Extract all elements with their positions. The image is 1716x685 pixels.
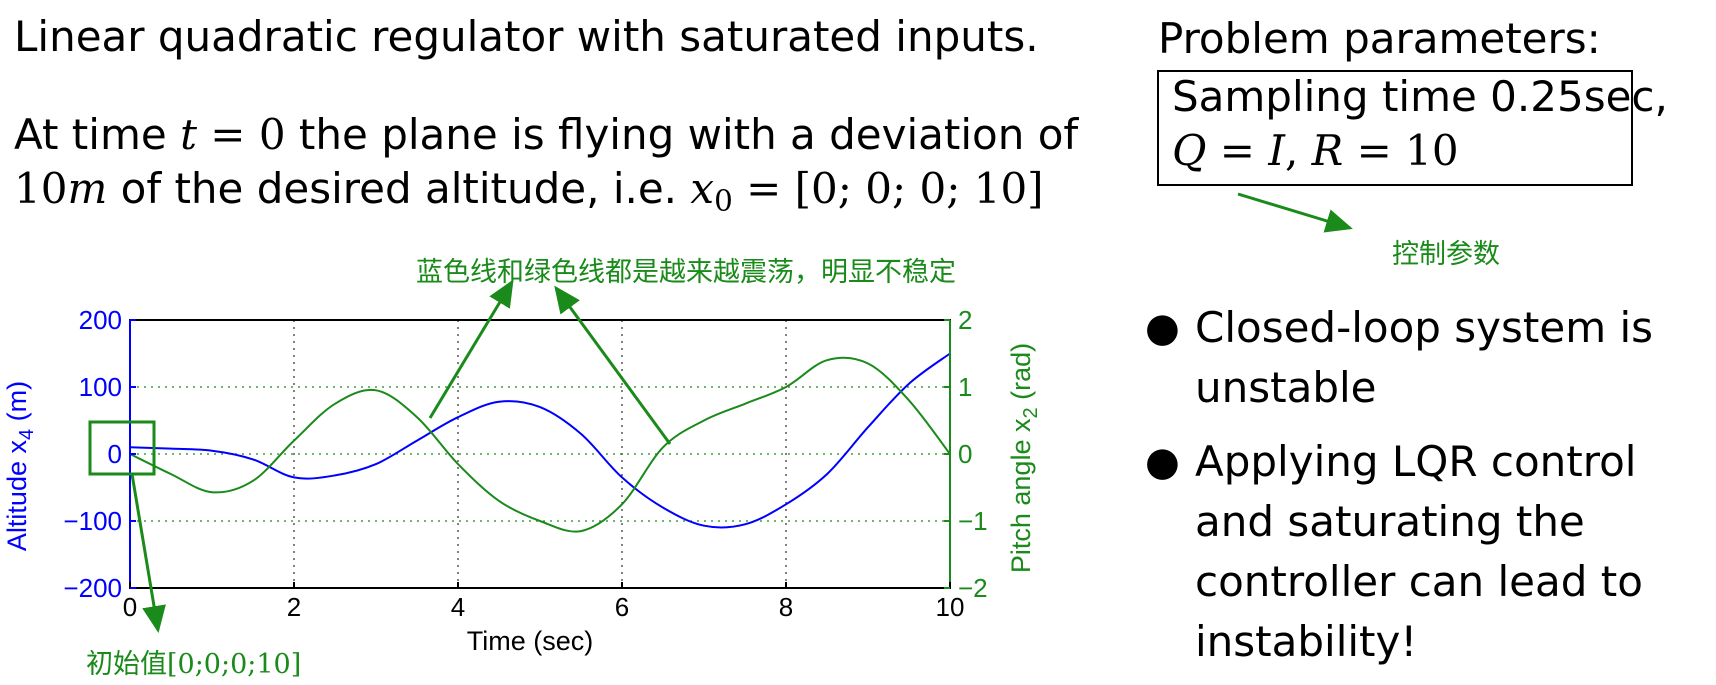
control-params-annotation: 控制参数 bbox=[1392, 239, 1500, 270]
bullet-line: Applying LQR control bbox=[1195, 437, 1637, 486]
chart-series bbox=[129, 352, 951, 533]
bullet-line: and saturating the bbox=[1195, 497, 1585, 546]
bullet-line: controller can lead to bbox=[1195, 557, 1643, 606]
bullet-dot: ● bbox=[1145, 305, 1180, 351]
intro-suffix: the plane is flying with a deviation of bbox=[285, 110, 1079, 159]
control-params-arrow bbox=[1237, 192, 1353, 233]
right-axis-label: Pitch angle x2 (rad) bbox=[1006, 343, 1042, 573]
sampling-time-text: Sampling time 0.25sec, bbox=[1172, 72, 1668, 121]
x-tick-label: 4 bbox=[451, 592, 465, 622]
intro-desired-altitude-text: of the desired altitude, i.e. bbox=[107, 164, 691, 213]
intro-deviation-unit: m bbox=[67, 164, 108, 213]
right-axis-label-unit: (rad) bbox=[1006, 343, 1036, 408]
bullet-line: unstable bbox=[1195, 363, 1377, 412]
x-tick-label: 10 bbox=[936, 592, 965, 622]
left-tick-label: −200 bbox=[63, 573, 122, 603]
intro-prefix: At time bbox=[14, 110, 181, 159]
left-tick-label: 200 bbox=[79, 305, 122, 335]
left-axis-label-main: Altitude x bbox=[2, 440, 32, 552]
bullet-line: Closed-loop system is bbox=[1195, 303, 1654, 352]
initial-value-annotation: 初始值[0;0;0;10] bbox=[86, 649, 302, 680]
weights-separator: , bbox=[1284, 126, 1312, 175]
x-tick-label: 2 bbox=[287, 592, 301, 622]
parameters-heading: Problem parameters: bbox=[1158, 14, 1601, 63]
right-tick-label: 1 bbox=[958, 372, 972, 402]
chart-grid bbox=[130, 320, 950, 588]
q-equals: = bbox=[1206, 126, 1269, 175]
left-tick-label: 100 bbox=[79, 372, 122, 402]
bullet-text: Closed-loop system is unstable bbox=[1195, 298, 1653, 418]
bullet-text: Applying LQR control and saturating the co… bbox=[1195, 432, 1643, 672]
r-symbol: R bbox=[1311, 126, 1344, 175]
left-tick-label: 0 bbox=[108, 439, 122, 469]
left-axis-label: Altitude x4 (m) bbox=[2, 381, 38, 551]
identity-symbol: I bbox=[1268, 126, 1285, 175]
x-tick-label: 8 bbox=[779, 592, 793, 622]
altitude-line bbox=[129, 352, 951, 529]
oscillation-annotation: 蓝色线和绿色线都是越来越震荡，明显不稳定 bbox=[416, 257, 956, 288]
x-axis-label: Time (sec) bbox=[467, 626, 594, 656]
left-axis-label-unit: (m) bbox=[2, 381, 32, 429]
intro-initial-vector: = [0; 0; 0; 10] bbox=[732, 164, 1044, 213]
intro-x-symbol: x bbox=[690, 164, 715, 213]
right-tick-label: 0 bbox=[958, 439, 972, 469]
intro-t-equals: = 0 bbox=[196, 110, 286, 159]
right-axis-label-main: Pitch angle x bbox=[1006, 418, 1036, 573]
bullet-dot: ● bbox=[1145, 439, 1180, 485]
r-value: = 10 bbox=[1343, 126, 1459, 175]
x-tick-label: 6 bbox=[615, 592, 629, 622]
intro-t-symbol: t bbox=[180, 110, 197, 159]
bullet-line: instability! bbox=[1195, 617, 1418, 666]
slide-title: Linear quadratic regulator with saturate… bbox=[14, 12, 1039, 61]
right-tick-label: 2 bbox=[958, 305, 972, 335]
pitch-line bbox=[129, 356, 951, 533]
initial-value-highlight bbox=[88, 420, 156, 476]
right-tick-label: −2 bbox=[958, 573, 988, 603]
intro-line-2: 10m of the desired altitude, i.e. x0 = [… bbox=[14, 164, 1044, 215]
weights-text: Q = I, R = 10 bbox=[1172, 126, 1459, 175]
left-axis-label-sub: 4 bbox=[16, 429, 38, 440]
parameters-box bbox=[1157, 70, 1633, 186]
x-tick-label: 0 bbox=[123, 592, 137, 622]
right-axis-label-sub: 2 bbox=[1020, 407, 1042, 418]
intro-deviation-number: 10 bbox=[14, 164, 68, 213]
q-symbol: Q bbox=[1172, 126, 1207, 175]
intro-line-1: At time t = 0 the plane is flying with a… bbox=[14, 110, 1078, 159]
right-tick-label: −1 bbox=[958, 506, 988, 536]
left-tick-label: −100 bbox=[63, 506, 122, 536]
intro-x-subscript: 0 bbox=[714, 183, 733, 218]
